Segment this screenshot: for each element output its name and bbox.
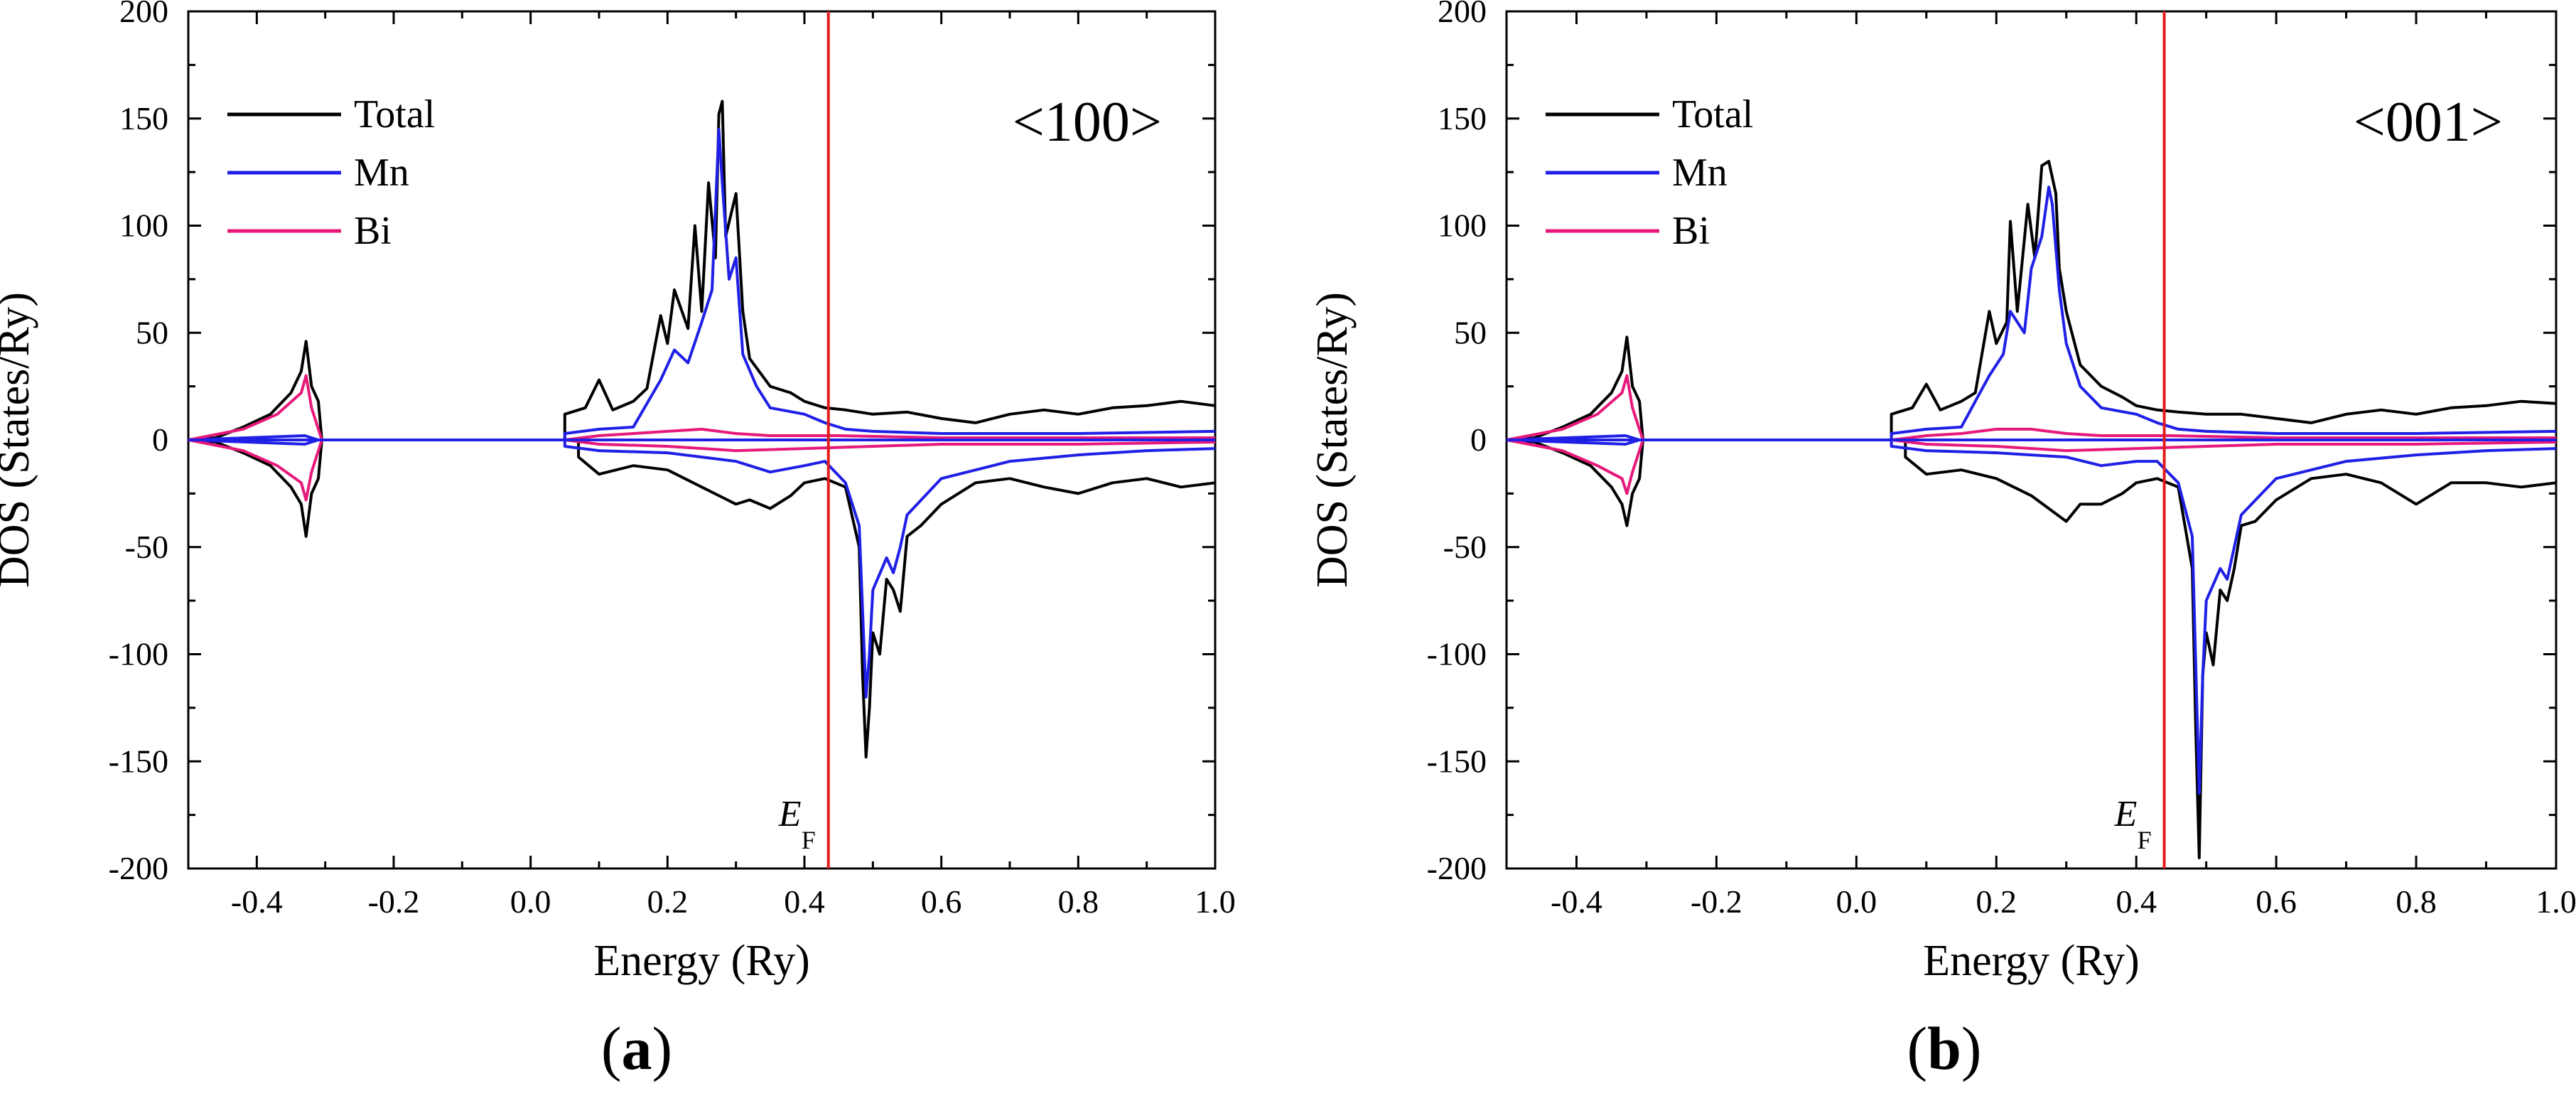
y-tick-label: 150 bbox=[1438, 100, 1487, 136]
x-tick-label: 0.8 bbox=[2396, 883, 2437, 920]
x-tick-label: 0.0 bbox=[1836, 883, 1877, 920]
fermi-level-label: E bbox=[778, 794, 802, 834]
y-tick-label: -100 bbox=[1427, 636, 1487, 672]
y-tick-label: 50 bbox=[136, 314, 168, 350]
open-paren: ( bbox=[1907, 1014, 1928, 1082]
x-tick-label: 0.2 bbox=[1976, 883, 2017, 920]
panel-letter-b: b bbox=[1927, 1014, 1961, 1082]
open-paren: ( bbox=[600, 1014, 622, 1082]
x-axis-title: Energy (Ry) bbox=[593, 937, 810, 985]
figure-label-b: (b) bbox=[1838, 1013, 2051, 1084]
y-tick-label: -200 bbox=[109, 850, 168, 886]
y-tick-label: -150 bbox=[109, 743, 168, 779]
fermi-level-subscript: F bbox=[2138, 826, 2152, 854]
y-tick-label: 100 bbox=[1438, 208, 1487, 244]
legend-label-total: Total bbox=[354, 92, 435, 136]
x-tick-label: -0.4 bbox=[1551, 883, 1602, 920]
series-total-spin-up-line bbox=[188, 99, 1216, 441]
x-tick-label: -0.2 bbox=[1691, 883, 1742, 920]
y-tick-label: -150 bbox=[1427, 743, 1487, 779]
y-tick-label: 200 bbox=[119, 0, 168, 29]
series-group bbox=[1506, 160, 2557, 859]
x-tick-label: 0.0 bbox=[510, 883, 551, 920]
y-tick-label: 200 bbox=[1438, 0, 1487, 29]
y-tick-label: -50 bbox=[125, 529, 168, 565]
panel-letter-a: a bbox=[621, 1014, 652, 1082]
dos-chart-100: -0.4 -0.2 0.0 0.2 0.4 0.6 0.8 1.0 200 150 100 50 0 -5… bbox=[0, 0, 1236, 985]
y-tick-label: -50 bbox=[1443, 529, 1487, 565]
legend-label-bi: Bi bbox=[1672, 209, 1710, 253]
y-tick-label: -100 bbox=[109, 636, 168, 672]
series-group bbox=[188, 99, 1216, 759]
x-tick-label: -0.4 bbox=[231, 883, 283, 920]
series-mn-spin-up-line bbox=[188, 127, 1216, 441]
fermi-level-subscript: F bbox=[802, 826, 816, 854]
chart-panel-b: -0.4 -0.2 0.0 0.2 0.4 0.6 0.8 1.0 200 150 100 50 0 -5… bbox=[1288, 0, 2576, 1108]
dos-chart-001: -0.4 -0.2 0.0 0.2 0.4 0.6 0.8 1.0 200 150 100 50 0 -5… bbox=[1308, 0, 2576, 985]
x-tick-label: 0.8 bbox=[1058, 883, 1099, 920]
x-tick-label: -0.2 bbox=[368, 883, 420, 920]
y-tick-label: -200 bbox=[1427, 850, 1487, 886]
x-tick-label: 0.2 bbox=[647, 883, 689, 920]
series-bi-spin-up-line bbox=[1506, 374, 2556, 441]
x-tick-label: 1.0 bbox=[1195, 883, 1236, 920]
fermi-level-label: E bbox=[2114, 794, 2138, 834]
y-tick-label: 50 bbox=[1454, 314, 1487, 350]
direction-annotation: <001> bbox=[2354, 91, 2503, 154]
y-tick-label: 0 bbox=[1470, 421, 1487, 458]
y-axis-title: DOS (States/Ry) bbox=[0, 292, 38, 588]
y-tick-label: 0 bbox=[152, 421, 168, 458]
chart-panel-a: -0.4 -0.2 0.0 0.2 0.4 0.6 0.8 1.0 200 150 100 50 0 -5… bbox=[0, 0, 1236, 1084]
x-tick-label: 1.0 bbox=[2535, 883, 2576, 920]
series-bi-spin-down-line bbox=[188, 439, 1216, 502]
y-tick-label: 150 bbox=[119, 100, 168, 136]
x-axis-title: Energy (Ry) bbox=[1923, 937, 2140, 985]
x-tick-label: 0.4 bbox=[784, 883, 825, 920]
series-total-spin-down-line bbox=[1506, 439, 2557, 859]
legend-label-mn: Mn bbox=[1672, 151, 1728, 195]
series-mn-spin-down-line bbox=[188, 439, 1216, 699]
x-tick-label: 0.6 bbox=[2256, 883, 2297, 920]
figure-label-a: (a) bbox=[530, 1013, 743, 1084]
series-bi-spin-up-line bbox=[188, 374, 1215, 441]
close-paren: ) bbox=[652, 1014, 673, 1082]
y-tick-label: 100 bbox=[119, 208, 168, 244]
x-tick-label: 0.6 bbox=[921, 883, 962, 920]
legend-label-mn: Mn bbox=[354, 151, 409, 195]
y-axis-title: DOS (States/Ry) bbox=[1308, 292, 1357, 588]
close-paren: ) bbox=[1961, 1014, 1982, 1082]
series-mn-spin-up-line bbox=[1506, 185, 2557, 441]
direction-annotation: <100> bbox=[1013, 91, 1162, 154]
series-mn-spin-down-line bbox=[1506, 439, 2557, 795]
legend-label-bi: Bi bbox=[354, 209, 392, 253]
series-total-spin-down-line bbox=[188, 439, 1216, 759]
legend-label-total: Total bbox=[1672, 92, 1753, 136]
series-bi-spin-down-line bbox=[1506, 439, 2557, 495]
x-tick-label: 0.4 bbox=[2116, 883, 2157, 920]
series-total-spin-up-line bbox=[1506, 160, 2557, 441]
